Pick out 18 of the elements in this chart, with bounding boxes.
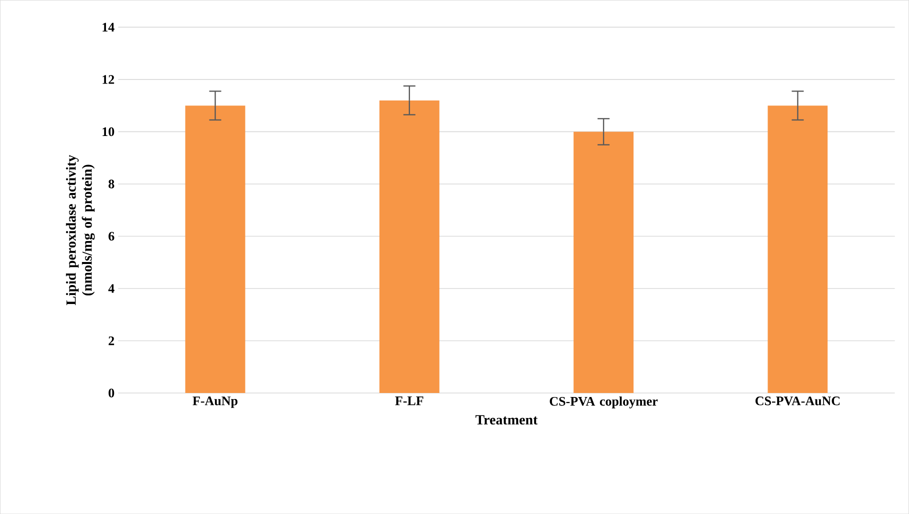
bar: [185, 106, 246, 393]
x-tick-label: F-AuNp: [192, 396, 238, 408]
y-tick-label: 0: [108, 388, 114, 398]
y-tick-label: 8: [108, 180, 114, 188]
y-axis-title: Lipid peroxidase activity (nmols/mg of protein): [66, 154, 95, 306]
x-tick-label: F-LF: [395, 396, 424, 405]
y-tick-label: 10: [102, 127, 114, 136]
x-tick-label: CS-PVA-AuNC: [756, 396, 840, 406]
y-tick-label: 2: [108, 336, 114, 345]
bar: [379, 100, 440, 393]
x-axis-title: Treatment: [475, 415, 538, 424]
x-tick-label: CS-PVA coploymer: [550, 396, 658, 408]
y-tick-label: 14: [102, 22, 114, 32]
y-tick-label: 6: [108, 232, 114, 241]
y-tick-label: 4: [108, 284, 114, 293]
bar: [768, 106, 828, 393]
y-tick-label: 12: [102, 75, 114, 84]
bar: [574, 132, 634, 393]
